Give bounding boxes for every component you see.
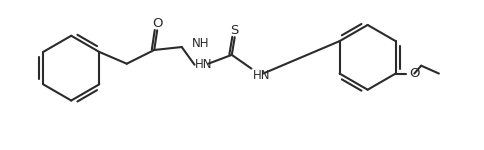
- Text: O: O: [408, 67, 419, 80]
- Text: O: O: [151, 17, 162, 30]
- Text: HN: HN: [194, 58, 212, 71]
- Text: S: S: [230, 24, 239, 37]
- Text: HN: HN: [253, 69, 271, 82]
- Text: NH: NH: [191, 37, 209, 50]
